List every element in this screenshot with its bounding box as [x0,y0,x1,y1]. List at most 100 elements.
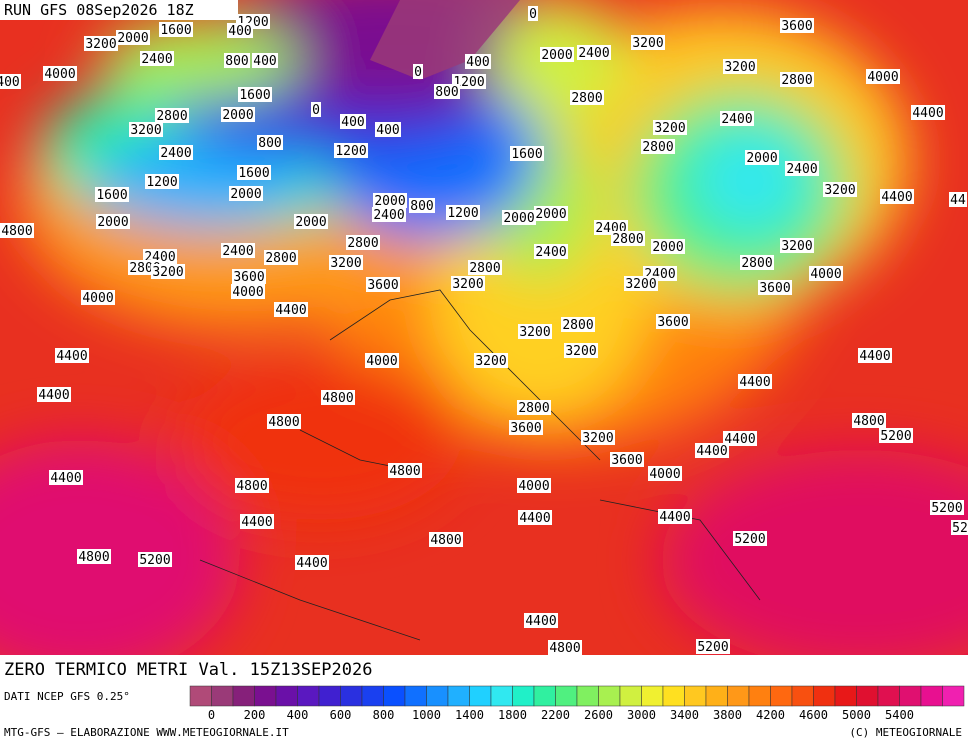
contour-label: 3600 [510,421,541,436]
colorbar-swatch [426,685,449,707]
contour-label: 4000 [649,467,680,482]
contour-label-box [81,290,115,305]
contour-label-box [510,146,544,161]
contour-label: 2000 [652,240,683,255]
contour-label-box [235,478,269,493]
colorbar-tick-label: 2200 [541,708,570,722]
contour-label-box [465,54,491,69]
contour-label-box [151,264,185,279]
contour-label: 4000 [867,70,898,85]
contour-label: 4400 [50,471,81,486]
contour-label: 2800 [265,251,296,266]
contour-label: 2400 [786,162,817,177]
colorbar-swatch [942,685,965,707]
contour-label: 4400 [241,515,272,530]
contour-label-box [866,69,900,84]
map-title: ZERO TERMICO METRI Val. 15Z13SEP2026 [4,660,372,680]
contour-label: 2400 [721,112,752,127]
contour-label-box [294,214,328,229]
contour-label-box [224,53,250,68]
contour-label: 2800 [469,261,500,276]
contour-label: 3200 [85,37,116,52]
contour-label: 2000 [97,215,128,230]
contour-label-box [365,353,399,368]
colorbar-swatch [404,685,427,707]
colorbar-swatch [555,685,578,707]
contour-label-box [653,120,687,135]
colorbar-swatch [791,685,814,707]
colorbar-swatch [254,685,277,707]
contour-label-box [517,400,551,415]
contour-label: 4800 [389,464,420,479]
contour-label: 2800 [642,140,673,155]
contour-label-box [229,186,263,201]
contour-label: 2400 [222,244,253,259]
contour-label-box [879,428,913,443]
contour-label-box [388,463,422,478]
colorbar-tick-label: 3800 [713,708,742,722]
contour-label-box [468,260,502,275]
contour-label: 3200 [724,60,755,75]
contour-label: 3600 [611,453,642,468]
colorbar-swatch [834,685,857,707]
contour-label-box [340,114,366,129]
contour-label: 2800 [156,109,187,124]
contour-label-box [534,206,568,221]
contour-label-box [140,51,174,66]
contour-label-box [240,514,274,529]
contour-label: 4800 [322,391,353,406]
contour-label-box [611,231,645,246]
contour-label: 2000 [117,31,148,46]
colorbar-swatch [662,685,685,707]
contour-label: 4800 [853,414,884,429]
contour-label: 4000 [44,67,75,82]
contour-label-box [548,640,582,655]
contour-label: 4800 [268,415,299,430]
contour-label: 4800 [236,479,267,494]
contour-label-box [577,45,611,60]
contour-label: 2800 [781,73,812,88]
contour-label: 4400 [38,388,69,403]
source-label: DATI NCEP GFS 0.25° [4,690,130,703]
contour-label-box [509,420,543,435]
contour-label: 400 [253,54,276,69]
colorbar-tick-label: 3000 [627,708,656,722]
contour-label: 3200 [475,354,506,369]
contour-label: 3600 [233,270,264,285]
contour-label: 3200 [152,265,183,280]
coastline [199,289,761,641]
contour-label: 3200 [824,183,855,198]
contour-label-box [723,431,757,446]
contour-label-box [581,430,615,445]
contour-label: 2000 [746,151,777,166]
contour-label-box [37,387,71,402]
contour-label: 2000 [230,187,261,202]
contour-label: 4400 [275,303,306,318]
contour-label-box [221,243,255,258]
contour-label-box [0,74,21,89]
contour-label: 2000 [374,194,405,209]
contour-label: 4400 [525,614,556,629]
contour-label: 2400 [535,245,566,260]
contour-label: 2000 [222,108,253,123]
contour-label: 5200 [697,640,728,655]
contour-label-box [84,36,118,51]
contour-label: 400 [228,24,251,39]
contour-label: 4400 [912,106,943,121]
contour-label-box [346,235,380,250]
contour-label: 0 [529,7,537,22]
contour-label: 5200 [931,501,962,516]
contour-label-box [880,189,914,204]
contour-label: 0 [414,65,422,80]
contour-label: 3200 [565,344,596,359]
contour-label-box [658,509,692,524]
contour-label-box [528,6,538,21]
colorbar-tick-label: 5000 [842,708,871,722]
contour-label-box [227,23,253,38]
contour-label-box [809,266,843,281]
contour-label: 4800 [1,224,32,239]
contour-label-box [49,470,83,485]
contour-label: 1600 [96,188,127,203]
contour-label-box [518,324,552,339]
contour-label: 1200 [453,75,484,90]
